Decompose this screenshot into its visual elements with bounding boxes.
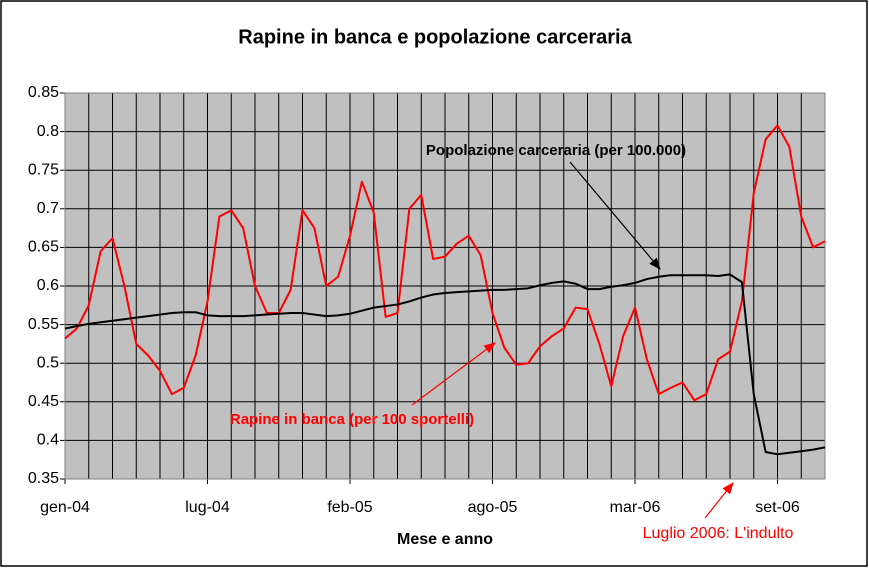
y-tick-label: 0.6 [37,277,59,294]
y-tick-label: 0.75 [28,161,59,178]
annotation-arrow [704,482,734,519]
plot-area: 0.35 0.4 0.45 0.5 0.55 0.6 0.65 0.7 0.75 0.8 0.85 g… [28,84,826,516]
annotation-arrow [411,342,496,406]
y-tick-label: 0.65 [28,239,59,256]
x-axis-title: Mese e anno [397,531,493,548]
x-tick-label: feb-05 [327,499,372,516]
y-tick-label: 0.5 [37,354,59,371]
y-tick-label: 0.85 [28,84,59,101]
series-line [64,124,826,402]
x-tick-label: ago-05 [468,499,518,516]
y-tick-label: 0.8 [37,123,59,140]
y-tick-label: 0.7 [37,200,59,217]
y-tick-label: 0.4 [37,432,59,449]
x-tick-label: gen-04 [40,499,90,516]
chart-title: Rapine in banca e popolazione carceraria [238,26,632,48]
y-tick-label: 0.55 [28,316,59,333]
x-tick-label: mar-06 [610,499,661,516]
plot-border [64,92,826,480]
y-tick-label: 0.45 [28,393,59,410]
series-line [64,273,826,456]
y-tick-label: 0.35 [28,470,59,487]
series-label: Popolazione carceraria (per 100.000) [426,142,686,159]
annotation-arrow [569,161,661,270]
x-tick-label: lug-04 [185,499,230,516]
series-label: Rapine in banca (per 100 sportelli) [230,411,474,428]
annotation: Luglio 2006: L'indulto [643,525,794,542]
x-tick-label: set-06 [755,499,800,516]
